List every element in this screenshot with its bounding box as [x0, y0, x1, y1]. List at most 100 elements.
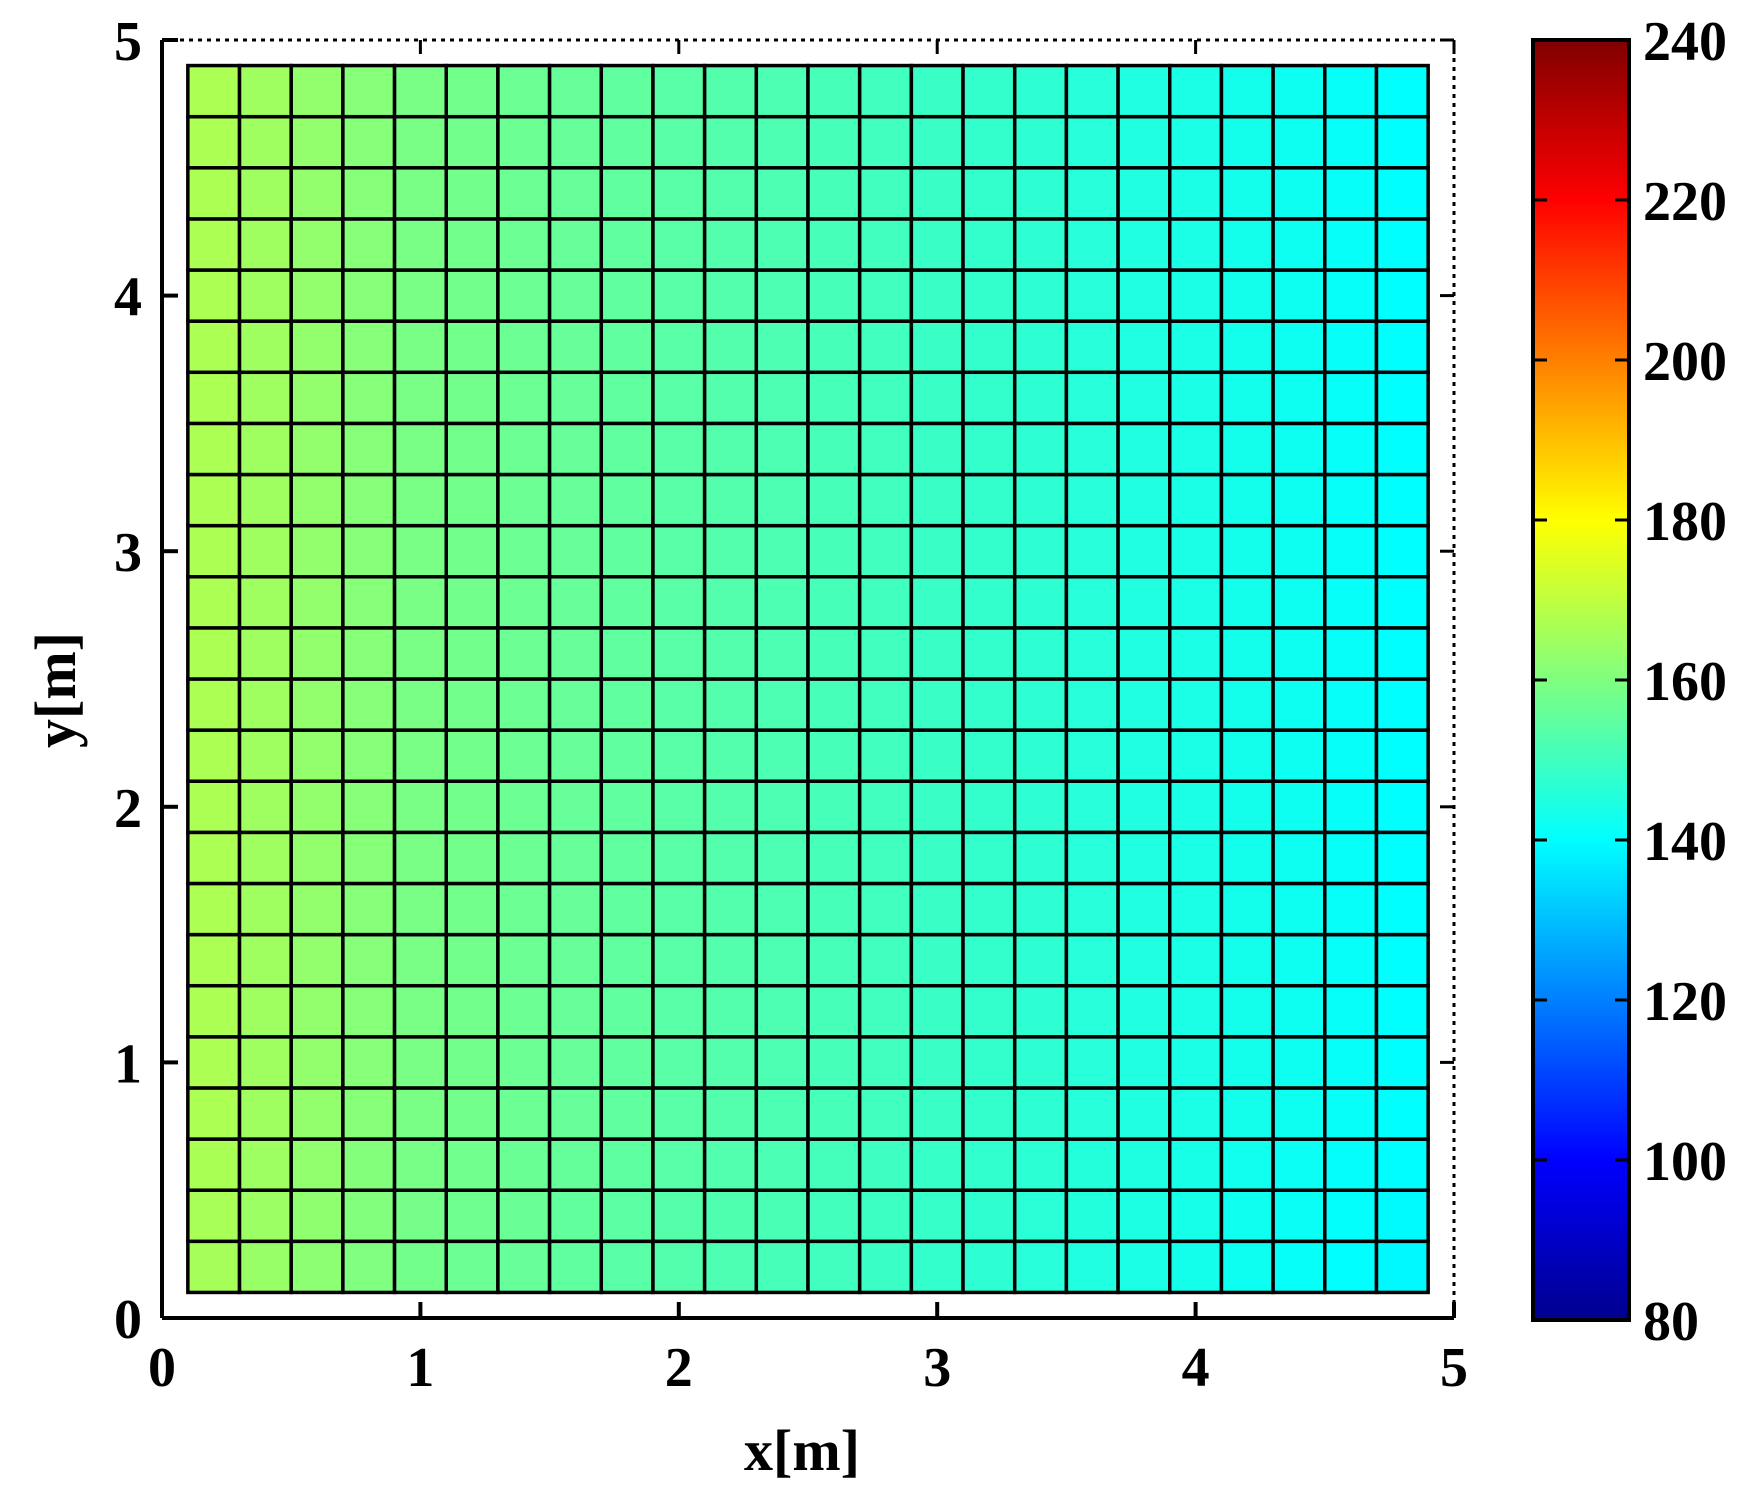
heatmap-cell	[754, 370, 810, 426]
heatmap-cell	[1219, 983, 1275, 1039]
heatmap-cell	[1323, 114, 1379, 170]
heatmap-cell	[186, 63, 242, 119]
heatmap-cell	[806, 217, 862, 272]
heatmap-cell	[444, 166, 500, 221]
heatmap-cell	[1374, 779, 1430, 835]
heatmap-cell	[961, 830, 1017, 886]
heatmap-cell	[599, 1035, 655, 1090]
heatmap-cell	[1064, 728, 1120, 783]
heatmap-cell	[909, 370, 965, 426]
heatmap-cell	[1012, 881, 1069, 937]
heatmap-cell	[1271, 575, 1327, 630]
heatmap-cell	[754, 1239, 810, 1295]
heatmap-cell	[961, 575, 1017, 630]
heatmap-cell	[806, 523, 862, 579]
heatmap-cell	[651, 626, 707, 681]
heatmap-cell	[599, 319, 655, 375]
heatmap-cell	[961, 779, 1017, 835]
heatmap-cell	[237, 1137, 293, 1192]
colorbar-tick-label: 180	[1643, 491, 1727, 553]
heatmap-cell	[806, 728, 862, 783]
heatmap-cell	[1064, 166, 1120, 221]
heatmap-cell	[599, 779, 655, 835]
heatmap-cell	[702, 881, 759, 937]
heatmap-cell	[547, 166, 604, 221]
y-tick-label: 0	[114, 1289, 142, 1351]
heatmap-cell	[806, 421, 862, 477]
heatmap-cell	[289, 114, 345, 170]
heatmap-cell	[961, 1137, 1017, 1192]
heatmap-cell	[909, 626, 965, 681]
heatmap-cell	[909, 472, 965, 528]
heatmap-cell	[1012, 830, 1069, 886]
heatmap-cell	[806, 319, 862, 375]
heatmap-cell	[1219, 932, 1275, 988]
heatmap-cell	[651, 1188, 707, 1244]
heatmap-cell	[857, 472, 914, 528]
heatmap-cell	[1374, 166, 1430, 221]
heatmap-cell	[961, 677, 1017, 732]
heatmap-cell	[1168, 166, 1224, 221]
heatmap-cell	[857, 1137, 914, 1192]
heatmap-cell	[754, 881, 810, 937]
heatmap-cell	[1271, 1188, 1327, 1244]
heatmap-cell	[857, 319, 914, 375]
heatmap-cell	[1168, 932, 1224, 988]
heatmap-cell	[1116, 1086, 1172, 1141]
heatmap-cell	[1323, 166, 1379, 221]
heatmap-cell	[289, 1137, 345, 1192]
heatmap-cell	[599, 1239, 655, 1295]
colorbar-tick-label: 120	[1643, 971, 1727, 1033]
heatmap-cell	[1168, 523, 1224, 579]
heatmap-cell	[341, 472, 397, 528]
heatmap-cell	[1168, 319, 1224, 375]
heatmap-cell	[444, 319, 500, 375]
heatmap-cell	[392, 830, 448, 886]
heatmap-cell	[909, 1086, 965, 1141]
heatmap-cell	[392, 523, 448, 579]
heatmap-cell	[1168, 677, 1224, 732]
heatmap-cell	[496, 370, 552, 426]
heatmap-cell	[754, 1188, 810, 1244]
heatmap-cell	[1064, 63, 1120, 119]
heatmap-cell	[909, 114, 965, 170]
heatmap-cell	[651, 575, 707, 630]
heatmap-cell	[1064, 626, 1120, 681]
heatmap-cell	[341, 1035, 397, 1090]
heatmap-cell	[1168, 370, 1224, 426]
heatmap-cell	[754, 166, 810, 221]
heatmap-cell	[1064, 677, 1120, 732]
heatmap-cell	[961, 421, 1017, 477]
heatmap-cell	[1064, 370, 1120, 426]
heatmap-cell	[341, 626, 397, 681]
y-axis-label: y[m]	[23, 632, 88, 748]
heatmap-cell	[1116, 983, 1172, 1039]
heatmap-cell	[599, 932, 655, 988]
heatmap-cell	[702, 626, 759, 681]
heatmap-cell	[1012, 932, 1069, 988]
heatmap-cell	[547, 114, 604, 170]
heatmap-cell	[1323, 626, 1379, 681]
heatmap-cell	[599, 677, 655, 732]
heatmap-cell	[857, 881, 914, 937]
heatmap-cell	[186, 1137, 242, 1192]
heatmap-cell	[392, 166, 448, 221]
heatmap-cell	[1374, 728, 1430, 783]
heatmap-cell	[651, 1239, 707, 1295]
heatmap-cell	[237, 575, 293, 630]
heatmap-cell	[1323, 1035, 1379, 1090]
heatmap-cell	[857, 1188, 914, 1244]
heatmap-cell	[496, 983, 552, 1039]
heatmap-cell	[237, 626, 293, 681]
heatmap-cell	[1219, 268, 1275, 323]
heatmap-cell	[961, 1035, 1017, 1090]
heatmap-cell	[961, 881, 1017, 937]
heatmap-cell	[961, 472, 1017, 528]
heatmap-cell	[1271, 881, 1327, 937]
heatmap-cell	[392, 983, 448, 1039]
heatmap-cell	[1219, 114, 1275, 170]
heatmap-cell	[1323, 217, 1379, 272]
heatmap-cell	[289, 217, 345, 272]
x-tick-label: 1	[406, 1337, 434, 1399]
heatmap-cell	[1219, 217, 1275, 272]
